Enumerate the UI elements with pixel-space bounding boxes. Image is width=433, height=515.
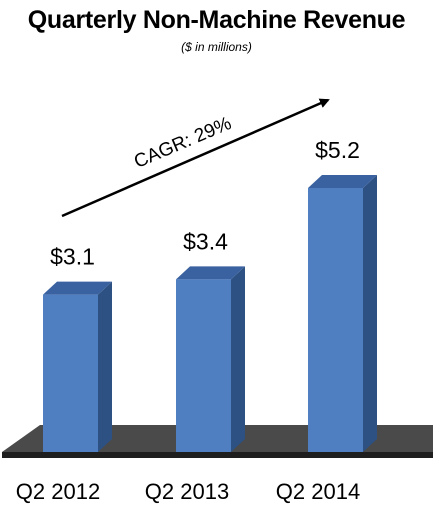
x-tick-label: Q2 2012 <box>16 479 100 504</box>
data-label: $3.4 <box>183 228 228 254</box>
bar-2 <box>176 266 245 452</box>
data-labels: $3.1 $3.4 $5.2 <box>50 137 360 270</box>
bars <box>43 175 377 452</box>
bar-side <box>231 266 245 452</box>
data-label: $3.1 <box>50 244 95 270</box>
bar-front <box>308 188 363 452</box>
floor-edge <box>2 452 433 458</box>
data-label: $5.2 <box>315 137 360 163</box>
x-axis-tick-labels: Q2 2012 Q2 2013 Q2 2014 <box>16 479 360 504</box>
x-tick-label: Q2 2013 <box>145 479 229 504</box>
bar-top <box>43 281 112 295</box>
bar-front <box>176 279 231 452</box>
x-tick-label: Q2 2014 <box>276 479 360 504</box>
chart-title: Quarterly Non-Machine Revenue <box>27 6 406 34</box>
cagr-annotation: CAGR: 29% <box>61 98 330 218</box>
bar-side <box>98 281 112 452</box>
bar-3 <box>308 175 377 452</box>
cagr-arrow <box>61 98 330 218</box>
bar-1 <box>43 281 112 452</box>
bar-side <box>363 175 377 452</box>
bar-top <box>308 175 377 188</box>
chart-subtitle: ($ in millions) <box>181 40 252 54</box>
bar-front <box>43 294 98 452</box>
bar-top <box>176 266 245 280</box>
